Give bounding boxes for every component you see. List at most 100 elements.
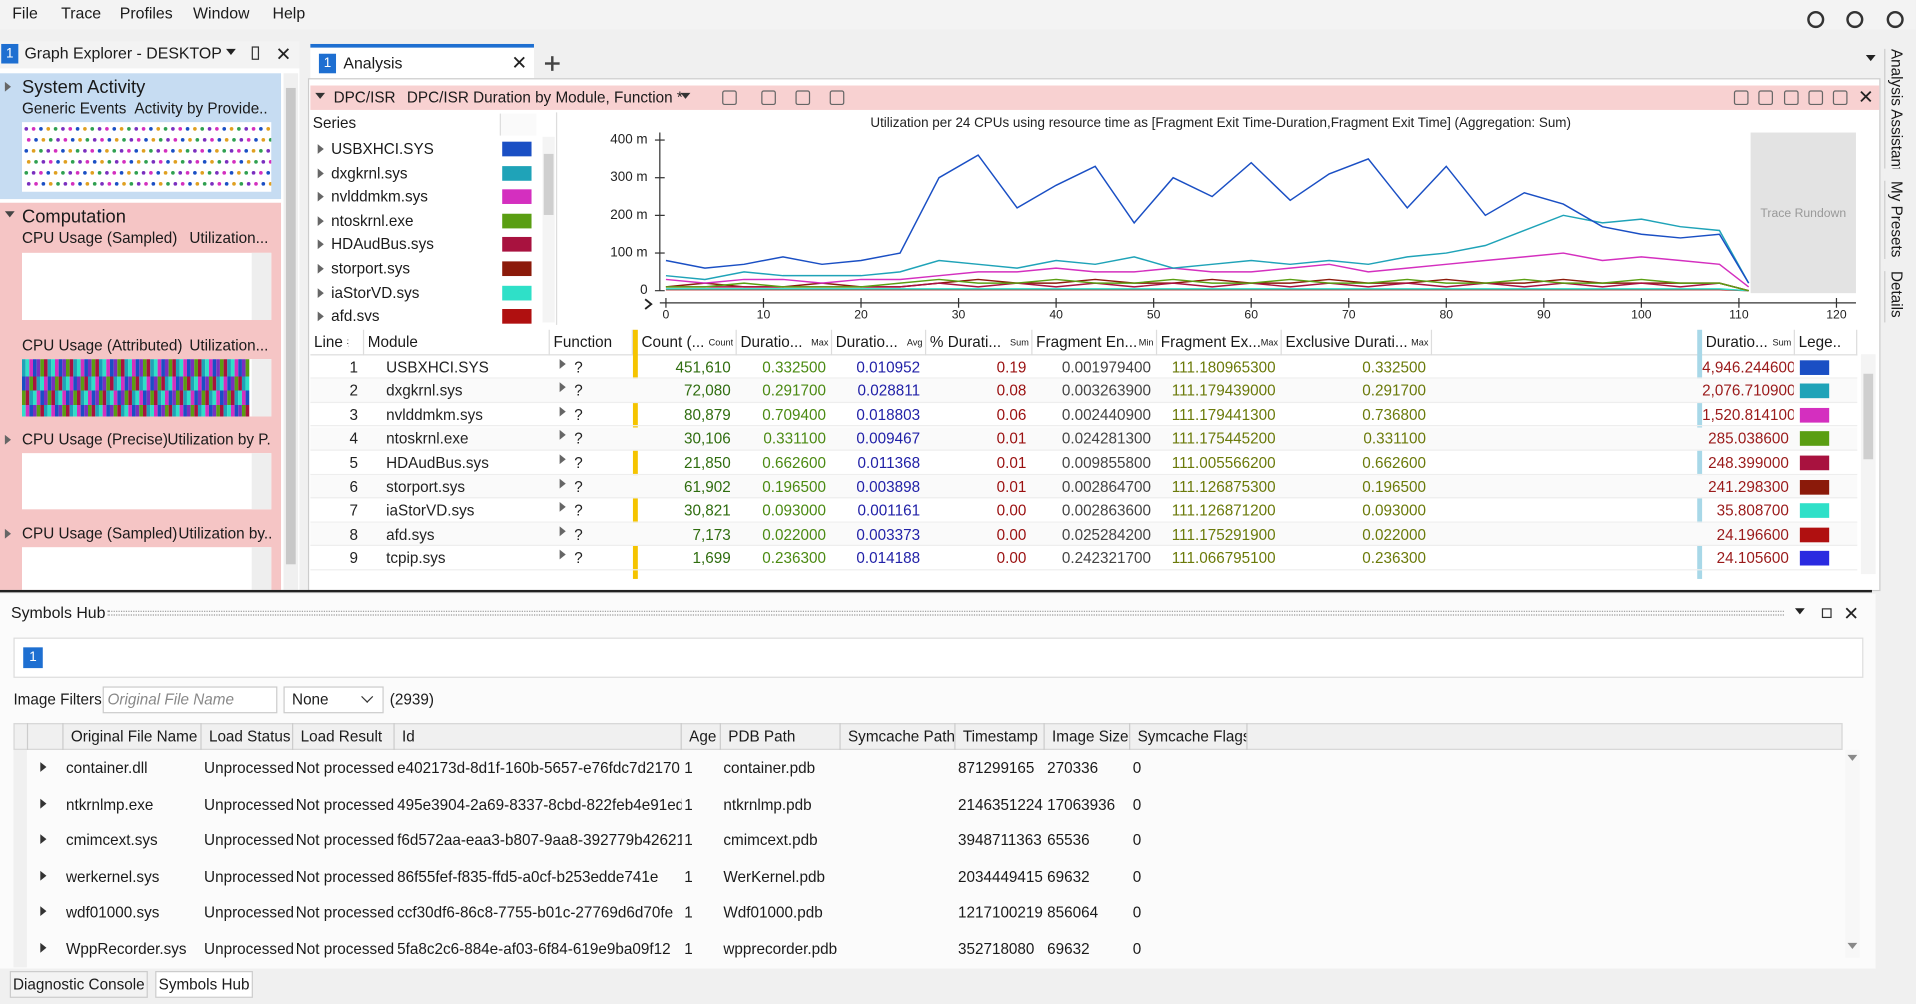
toolbar-icon[interactable]: [1783, 90, 1799, 106]
graph-thumbnail[interactable]: [21, 252, 272, 321]
expander[interactable]: [317, 239, 324, 250]
expander[interactable]: [40, 942, 47, 953]
series-name[interactable]: afd.svs: [331, 308, 380, 326]
series-name[interactable]: HDAudBus.sys: [331, 236, 434, 254]
menu-item[interactable]: Window: [193, 3, 250, 22]
expander[interactable]: [4, 528, 11, 539]
column-header[interactable]: Image Size: [1052, 727, 1129, 746]
column-header[interactable]: Symcache Path: [847, 727, 955, 746]
column-header[interactable]: Lege...: [1798, 333, 1842, 351]
expander[interactable]: [40, 798, 47, 808]
menu-item[interactable]: Trace: [61, 3, 102, 22]
expander[interactable]: [317, 215, 324, 226]
toolbar-icon[interactable]: [1886, 10, 1904, 29]
toolbar-icon[interactable]: [1808, 90, 1824, 106]
pin-button[interactable]: [1821, 608, 1832, 619]
column-header[interactable]: Count (...: [641, 333, 705, 351]
tab-title[interactable]: Analysis: [343, 53, 403, 73]
expander[interactable]: [559, 526, 566, 536]
expander[interactable]: [559, 358, 566, 369]
graph-thumbnail[interactable]: [21, 122, 272, 192]
side-tab[interactable]: Details: [1884, 271, 1908, 323]
close-button[interactable]: [1859, 89, 1874, 104]
column-header[interactable]: Load Status: [208, 727, 291, 746]
expander[interactable]: [4, 434, 11, 445]
column-header[interactable]: Fragment En...: [1036, 333, 1138, 351]
graph-name[interactable]: CPU Usage (Sampled): [21, 525, 178, 543]
filter-input[interactable]: [102, 686, 278, 714]
expander[interactable]: [559, 478, 566, 488]
close-button[interactable]: [276, 46, 291, 61]
column-header[interactable]: Duratio...: [835, 333, 898, 351]
side-tab[interactable]: My Presets: [1884, 180, 1908, 259]
expander[interactable]: [4, 81, 11, 92]
expander[interactable]: [317, 287, 324, 298]
column-header[interactable]: Duratio...: [740, 333, 803, 351]
expander[interactable]: [559, 454, 566, 464]
toolbar-icon[interactable]: [829, 90, 845, 106]
graph-thumbnail[interactable]: [21, 547, 272, 590]
toolbar-icon[interactable]: [761, 90, 776, 106]
column-header[interactable]: Fragment Ex...: [1160, 333, 1261, 351]
preset-name[interactable]: DPC/ISR Duration by Module, Function *: [406, 89, 683, 107]
column-header[interactable]: Duratio...: [1705, 333, 1768, 351]
analysis-tab[interactable]: [310, 43, 534, 79]
expander[interactable]: [40, 870, 47, 881]
column-header[interactable]: Symcache Flags: [1137, 727, 1247, 746]
expander[interactable]: [317, 144, 324, 154]
graph-name[interactable]: DPC/ISR: [333, 89, 396, 107]
toolbar-icon[interactable]: [1758, 90, 1773, 106]
graph-thumbnail[interactable]: [21, 359, 272, 417]
column-header[interactable]: Load Result: [300, 727, 383, 746]
filter-select[interactable]: [283, 686, 384, 714]
graph-thumbnail[interactable]: [21, 453, 272, 510]
column-header[interactable]: Module: [367, 333, 418, 351]
series-name[interactable]: iaStorVD.sys: [331, 284, 420, 302]
expander[interactable]: [226, 48, 236, 55]
column-header[interactable]: Original File Name: [70, 727, 198, 746]
close-button[interactable]: [1844, 606, 1859, 621]
expander[interactable]: [559, 406, 566, 417]
expander[interactable]: [559, 430, 566, 441]
graph-name[interactable]: Generic Events: [21, 100, 127, 118]
close-button[interactable]: [512, 55, 527, 70]
menu-item[interactable]: File: [12, 3, 38, 22]
new-tab-button[interactable]: [551, 55, 554, 71]
bottom-tab[interactable]: Symbols Hub: [155, 971, 253, 998]
expander[interactable]: [1847, 754, 1858, 761]
toolbar-icon[interactable]: [1733, 90, 1749, 106]
expander[interactable]: [559, 382, 566, 393]
series-name[interactable]: storport.sys: [331, 260, 411, 278]
toolbar-icon[interactable]: [722, 90, 737, 106]
column-header[interactable]: % Durati...: [929, 333, 1002, 351]
group-title[interactable]: Computation: [21, 206, 126, 228]
group-title[interactable]: System Activity: [21, 76, 146, 98]
bottom-tab[interactable]: Diagnostic Console: [9, 971, 148, 998]
column-header[interactable]: Exclusive Durati...: [1285, 333, 1408, 351]
menu-item[interactable]: Help: [272, 3, 306, 22]
expander[interactable]: [1865, 54, 1876, 62]
column-header[interactable]: PDB Path: [728, 727, 796, 746]
toolbar-icon[interactable]: [1832, 90, 1848, 106]
column-header[interactable]: Function: [553, 333, 613, 351]
expander[interactable]: [4, 211, 15, 218]
column-header[interactable]: Id: [402, 727, 415, 746]
series-name[interactable]: ntoskrnl.exe: [331, 212, 414, 230]
toolbar-icon[interactable]: [1807, 10, 1825, 29]
expander[interactable]: [40, 834, 47, 844]
expander[interactable]: [1847, 942, 1858, 950]
expander[interactable]: [680, 92, 691, 99]
expander[interactable]: [317, 191, 324, 202]
expander[interactable]: [317, 311, 324, 322]
graph-name[interactable]: CPU Usage (Sampled): [21, 229, 178, 247]
series-name[interactable]: nvlddmkm.sys: [331, 188, 428, 206]
series-name[interactable]: dxgkrnl.sys: [331, 164, 408, 182]
expander[interactable]: [40, 906, 47, 917]
expander[interactable]: [315, 92, 326, 99]
column-header[interactable]: Age: [689, 727, 717, 746]
expander[interactable]: [317, 168, 324, 178]
column-header[interactable]: Timestamp: [962, 727, 1038, 746]
toolbar-icon[interactable]: [795, 90, 811, 106]
expander[interactable]: [559, 502, 566, 512]
toolbar-icon[interactable]: [1846, 10, 1864, 29]
